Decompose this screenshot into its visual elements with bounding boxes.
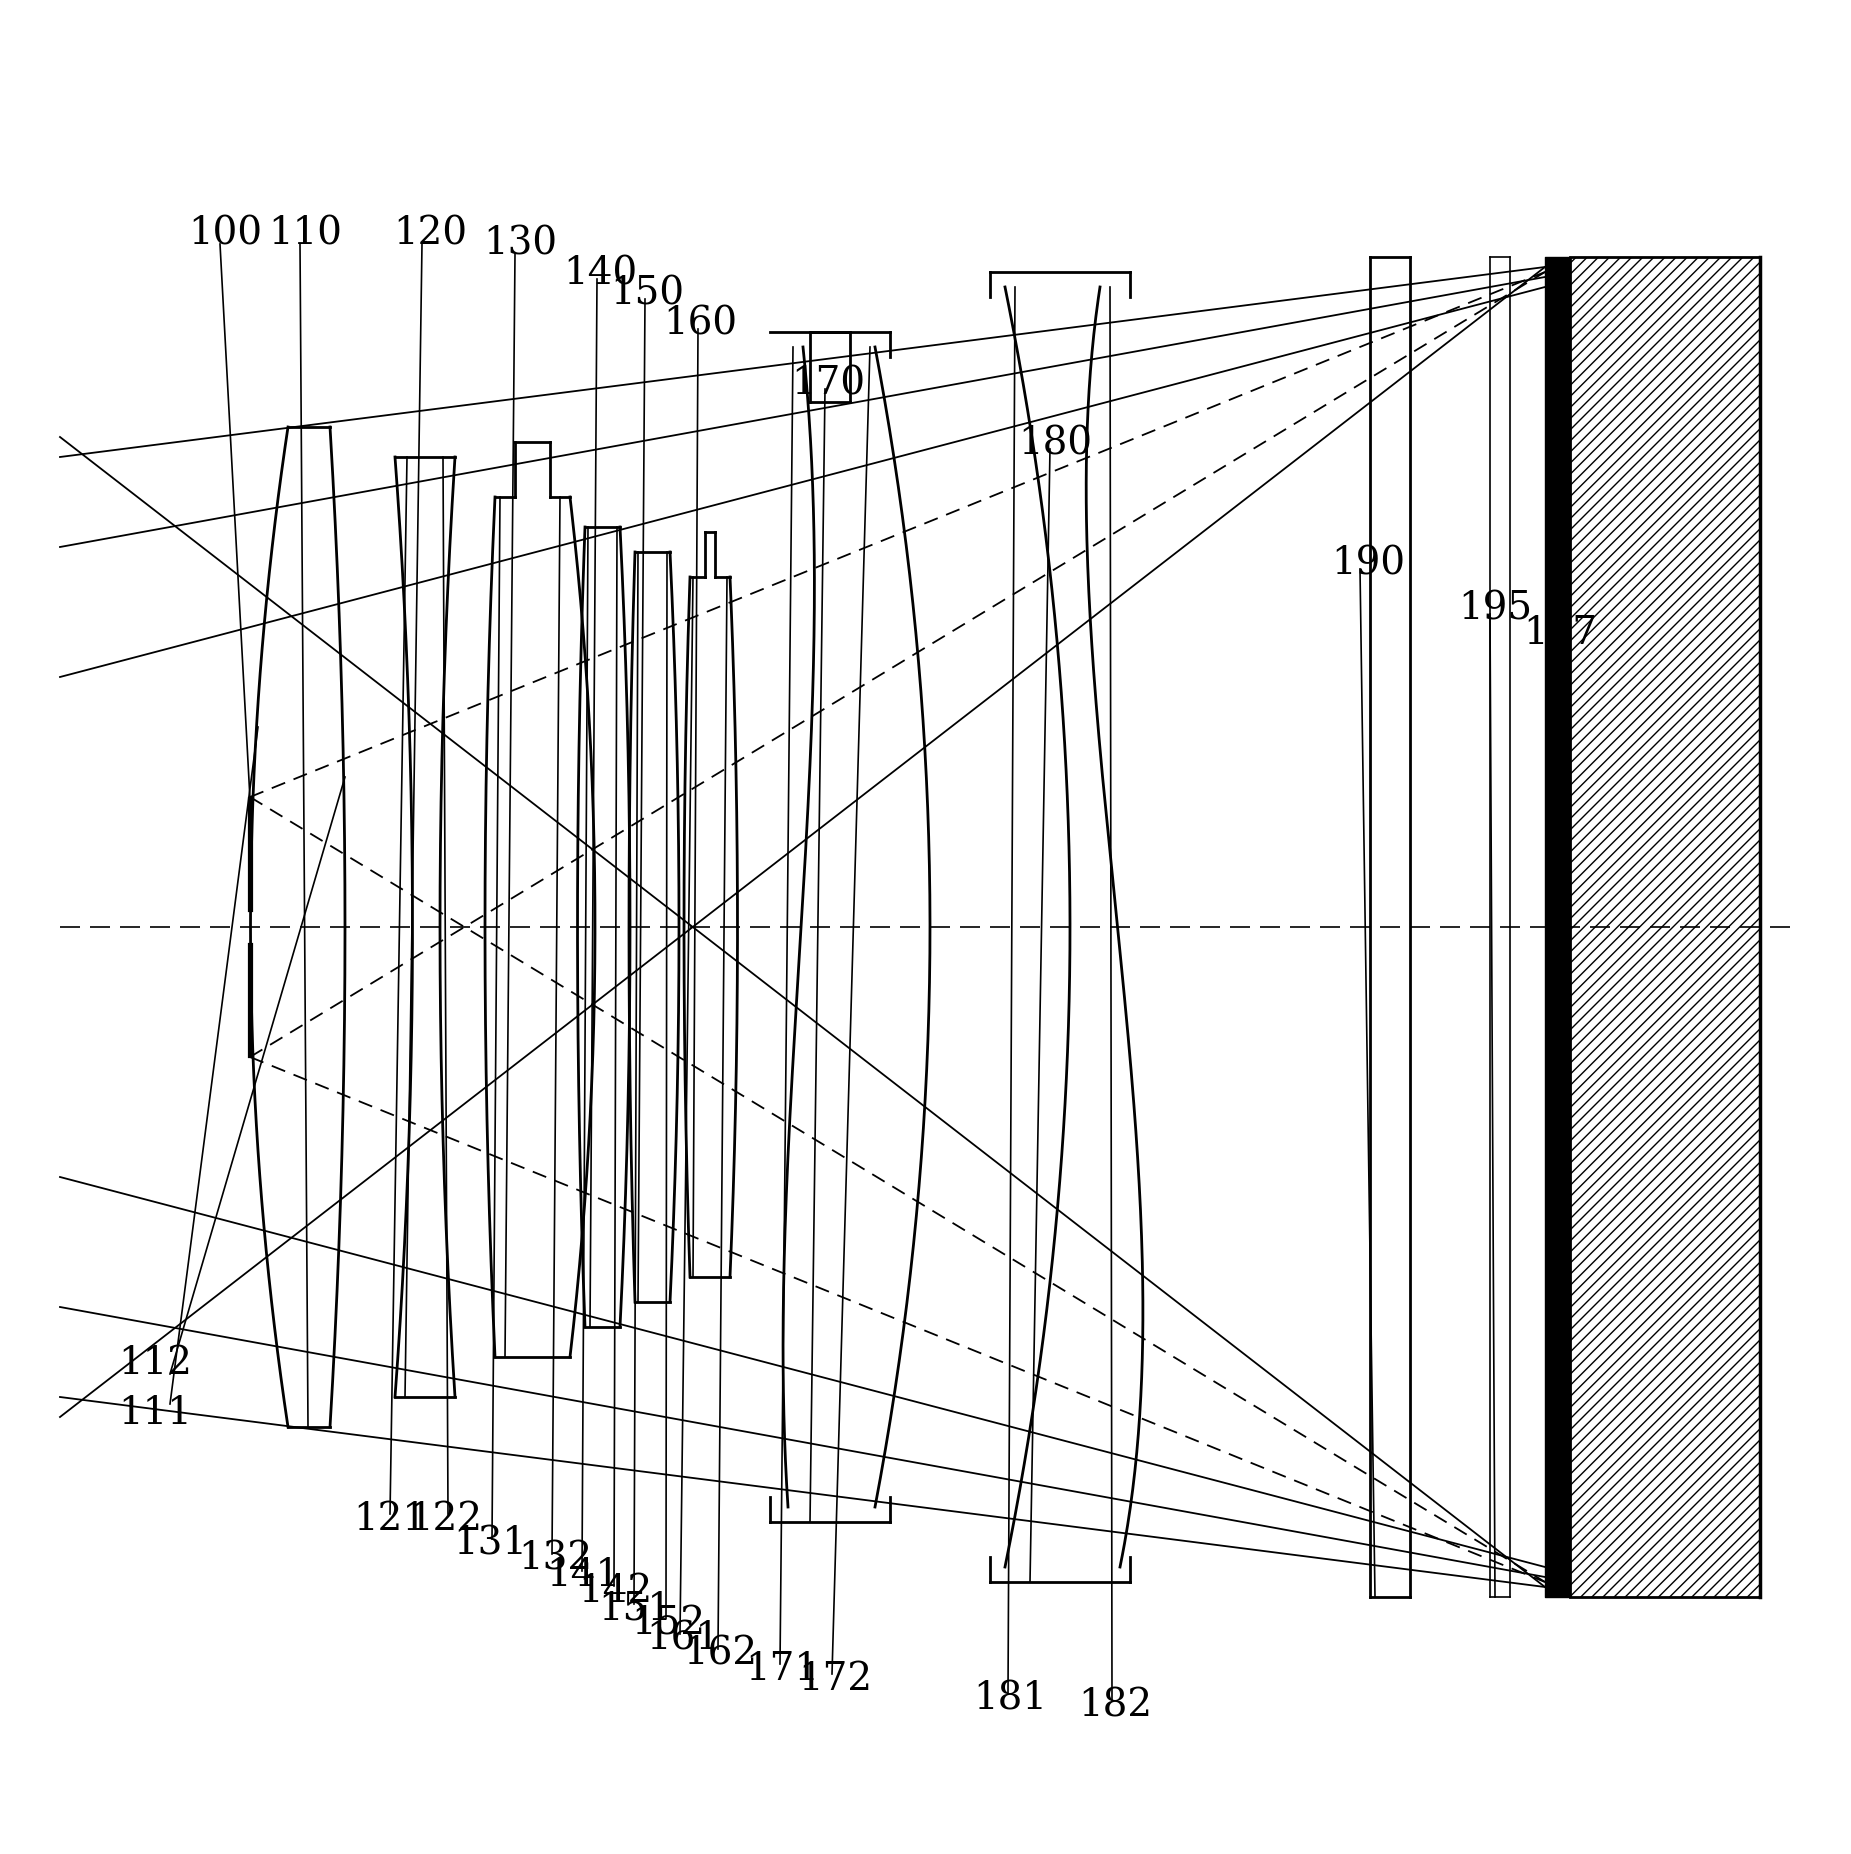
Text: 162: 162 (683, 1635, 757, 1672)
Text: 180: 180 (1018, 426, 1092, 462)
Text: 110: 110 (268, 215, 342, 252)
Text: 122: 122 (407, 1500, 481, 1537)
Text: 141: 141 (546, 1557, 620, 1594)
Text: 161: 161 (646, 1620, 720, 1657)
Text: 150: 150 (611, 276, 685, 313)
Text: 181: 181 (974, 1680, 1048, 1717)
Text: 197: 197 (1523, 616, 1597, 653)
Text: 142: 142 (578, 1574, 652, 1611)
Text: 131: 131 (453, 1526, 528, 1563)
Text: 160: 160 (663, 306, 737, 343)
Text: 100: 100 (189, 215, 263, 252)
Bar (1570, 258, 1760, 1596)
Text: 190: 190 (1331, 545, 1405, 582)
Text: 152: 152 (631, 1606, 705, 1643)
Text: 120: 120 (392, 215, 466, 252)
Text: 140: 140 (563, 256, 637, 293)
Text: 195: 195 (1459, 591, 1533, 627)
Text: 121: 121 (354, 1500, 428, 1537)
Text: 171: 171 (744, 1650, 818, 1687)
Text: 111: 111 (118, 1396, 193, 1433)
Text: 182: 182 (1077, 1687, 1151, 1724)
Text: 151: 151 (598, 1591, 672, 1628)
Text: 130: 130 (483, 226, 557, 263)
Text: 172: 172 (798, 1661, 872, 1698)
Text: 170: 170 (790, 365, 864, 402)
Text: 132: 132 (518, 1541, 592, 1578)
Text: 112: 112 (118, 1346, 193, 1383)
